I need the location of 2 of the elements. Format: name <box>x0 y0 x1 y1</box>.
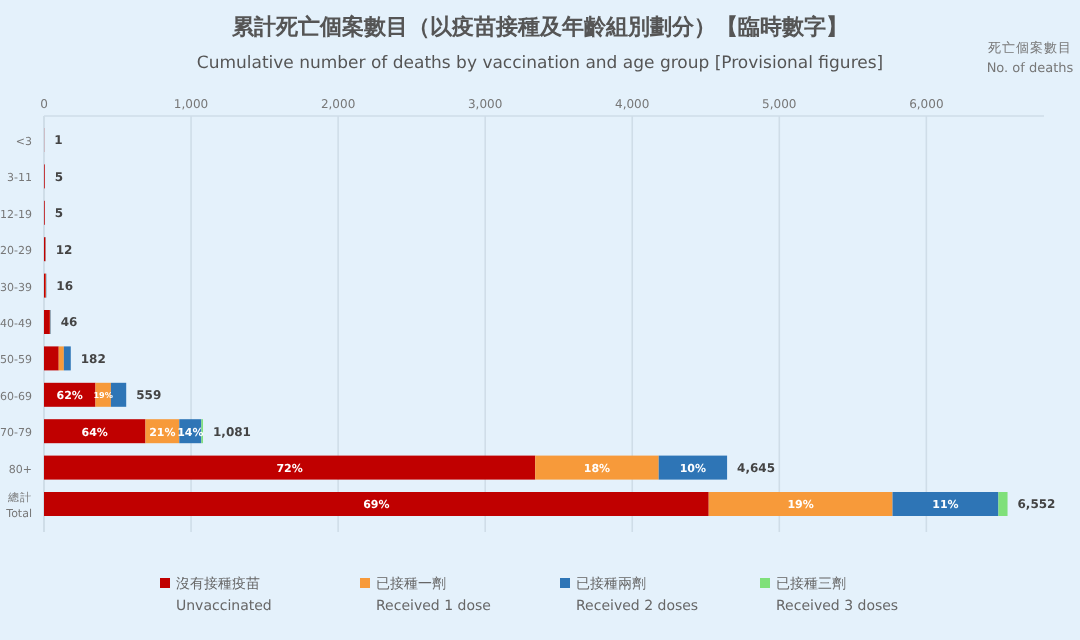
chart-title: 累計死亡個案數目（以疫苗接種及年齡組別劃分）【臨時數字】 <box>230 14 848 40</box>
chart-subtitle: Cumulative number of deaths by vaccination and age group [Provisional figures] <box>196 54 884 74</box>
